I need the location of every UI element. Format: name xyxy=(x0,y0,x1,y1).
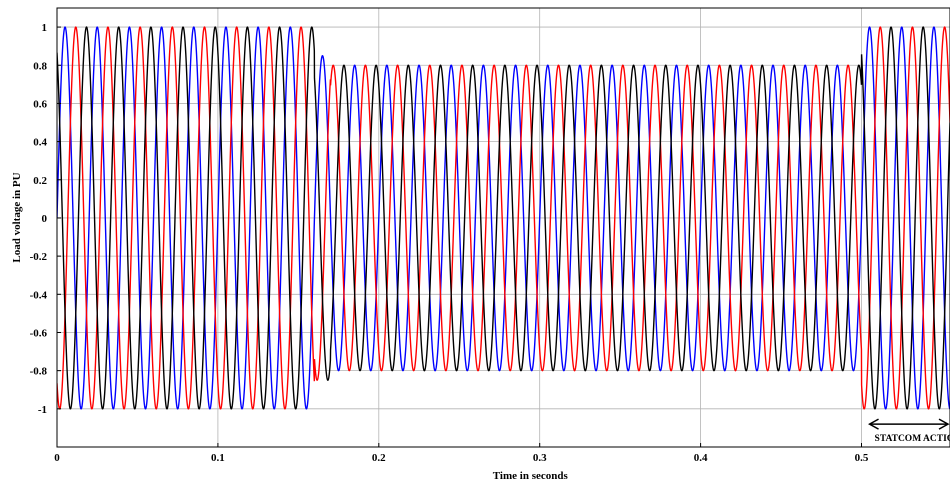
x-tick-label: 0.2 xyxy=(372,452,386,464)
x-tick-label: 0.4 xyxy=(694,452,708,464)
y-tick-label: 0.8 xyxy=(33,60,47,72)
y-tick-label: -0.2 xyxy=(30,251,48,263)
y-tick-label: -0.6 xyxy=(30,327,48,339)
x-tick-label: 0.5 xyxy=(855,452,869,464)
plot-area-frame xyxy=(56,7,950,448)
y-tick-label: -0.8 xyxy=(30,366,48,378)
y-tick-label: -0.4 xyxy=(30,289,48,301)
arrowhead-left-icon xyxy=(868,418,879,430)
series-line-0 xyxy=(57,26,950,410)
series-line-1 xyxy=(57,26,950,410)
x-tick-label: 0.3 xyxy=(533,452,547,464)
x-axis-label: Time in seconds xyxy=(493,470,569,482)
statcom-action-label: STATCOM ACTION xyxy=(875,434,950,444)
y-axis-label: Load voltage in PU xyxy=(11,172,23,262)
series-group xyxy=(57,26,950,410)
statcom-annotation: STATCOM ACTION xyxy=(868,418,950,444)
x-tick-label: 0 xyxy=(54,452,60,464)
axis-ticks: 0 0.1 0.2 0.3 0.4 0.5 1 0.8 0.6 0.4 0.2 0 -0.2 -0.4 -0… xyxy=(30,22,869,464)
series-line-2 xyxy=(57,26,950,410)
y-tick-label: -1 xyxy=(38,404,47,416)
y-tick-label: 0.2 xyxy=(33,175,47,187)
x-tick-label: 0.1 xyxy=(211,452,225,464)
y-tick-label: 0 xyxy=(42,213,48,225)
y-tick-label: 1 xyxy=(42,22,48,34)
y-tick-label: 0.6 xyxy=(33,98,47,110)
arrowhead-right-icon xyxy=(938,418,950,430)
y-tick-label: 0.4 xyxy=(33,137,47,149)
